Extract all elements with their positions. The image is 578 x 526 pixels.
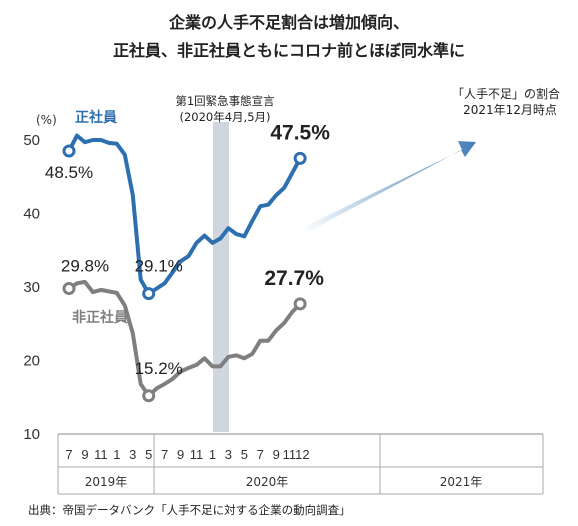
x-tick-label: 1112 [283, 447, 310, 462]
x-tick-label: 1 [113, 447, 120, 462]
annotation-emergency-line2: (2020年4月,5月) [179, 110, 270, 124]
x-tick-label: 5 [145, 447, 152, 462]
x-tick-label: 9 [81, 447, 88, 462]
y-tick-label: 50 [23, 132, 40, 149]
y-tick-label: 30 [23, 279, 40, 296]
y-tick-label: 20 [23, 353, 40, 370]
y-axis-unit: (%) [36, 113, 57, 127]
point-label: 47.5% [270, 121, 330, 144]
point-marker [62, 144, 76, 158]
x-tick-label: 7 [161, 447, 168, 462]
trend-arrow [302, 141, 476, 233]
point-label: 15.2% [135, 359, 183, 378]
annotation-emergency-line1: 第1回緊急事態宣言 [175, 94, 274, 108]
point-marker [293, 151, 307, 165]
x-tick-label: 7 [65, 447, 72, 462]
point-marker [142, 389, 156, 403]
y-axis-ticks: 10 20 30 40 50 [23, 132, 40, 443]
x-tick-label: 11 [94, 447, 108, 462]
annotation-shortage-line1: 「人手不足」の割合 [452, 86, 560, 101]
series-group [67, 133, 303, 398]
point-label: 27.7% [264, 267, 324, 290]
point-marker [62, 281, 76, 295]
y-tick-label: 10 [23, 426, 40, 443]
annotation-shortage-line2: 2021年12月時点 [463, 103, 557, 117]
point-marker [142, 287, 156, 301]
chart-title-line1: 企業の人手不足割合は増加傾向、 [168, 13, 409, 32]
series-name-nonregular: 非正社員 [72, 309, 128, 326]
emergency-period-band [213, 122, 229, 432]
year-label: 2020年 [246, 475, 289, 489]
chart-title-line2: 正社員、非正社員ともにコロナ前とほぼ同水準に [113, 41, 465, 60]
series-line-0 [67, 133, 303, 296]
point-labels: 48.5% 29.1% 47.5% 29.8% 15.2% 27.7% [45, 121, 330, 403]
x-tick-label: 1 [209, 447, 216, 462]
series-line-1 [67, 279, 303, 398]
source-note: 出典：帝国データバンク「人手不足に対する企業の動向調査」 [28, 503, 351, 517]
year-label: 2019年 [85, 475, 128, 489]
x-tick-label: 5 [241, 447, 248, 462]
y-tick-label: 40 [23, 206, 40, 223]
x-tick-label: 9 [273, 447, 280, 462]
year-label: 2021年 [440, 475, 483, 489]
x-tick-label: 11 [190, 447, 204, 462]
point-marker [293, 297, 307, 311]
x-tick-label: 9 [177, 447, 184, 462]
x-tick-label: 3 [225, 447, 232, 462]
series-name-regular: 正社員 [75, 109, 117, 126]
x-tick-label: 3 [129, 447, 136, 462]
point-label: 48.5% [45, 163, 93, 182]
x-tick-label: 7 [257, 447, 264, 462]
point-label: 29.8% [61, 256, 109, 275]
point-label: 29.1% [135, 257, 183, 276]
